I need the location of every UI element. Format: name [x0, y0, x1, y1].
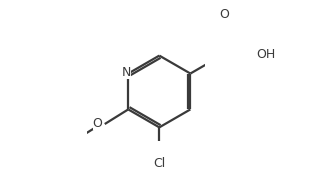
Text: O: O — [219, 8, 229, 21]
Text: Cl: Cl — [153, 157, 165, 170]
Text: O: O — [93, 117, 102, 130]
Text: N: N — [122, 66, 131, 79]
Text: OH: OH — [257, 48, 276, 61]
